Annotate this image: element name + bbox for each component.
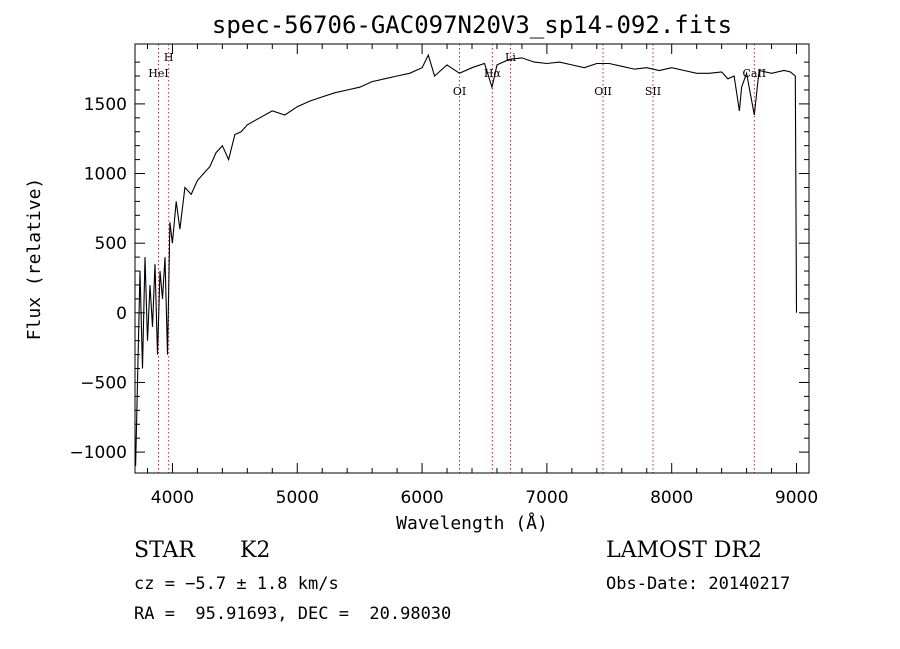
observation-date: Obs-Date: 20140217 xyxy=(606,574,791,594)
redshift-cz: cz = −5.7 ± 1.8 km/s xyxy=(134,574,339,594)
chart-title: spec-56706-GAC097N20V3_sp14-092.fits xyxy=(212,11,732,39)
y-axis-label: Flux (relative) xyxy=(24,178,45,341)
x-tick-label: 9000 xyxy=(775,488,818,508)
x-tick-label: 4000 xyxy=(151,488,194,508)
spectral-line-label: Li xyxy=(505,51,516,64)
y-tick-label: −500 xyxy=(80,373,127,393)
spectrum-line xyxy=(135,53,798,467)
object-type: STAR xyxy=(134,538,195,563)
x-tick-label: 6000 xyxy=(400,488,443,508)
axis-ticks: 4000 5000 6000 7000 8000 9000 −1000 −500 0 500 100… xyxy=(69,44,818,508)
spectral-line-label: HeI xyxy=(148,67,168,80)
axes-frame xyxy=(134,43,810,474)
x-tick-label: 7000 xyxy=(525,488,568,508)
y-tick-label: −1000 xyxy=(69,443,127,463)
x-tick-label: 8000 xyxy=(650,488,693,508)
survey-name: LAMOST DR2 xyxy=(606,538,762,563)
y-tick-label: 1500 xyxy=(84,95,127,115)
spectral-line-label: OI xyxy=(453,85,466,98)
spectral-line-label: OII xyxy=(594,85,612,98)
spectral-line-label: SII xyxy=(645,85,661,98)
x-axis-label: Wavelength (Å) xyxy=(396,512,548,534)
ra-dec-coordinates: RA = 95.91693, DEC = 20.98030 xyxy=(134,604,452,624)
object-subclass: K2 xyxy=(240,538,271,563)
y-tick-label: 1000 xyxy=(84,165,127,185)
x-tick-label: 5000 xyxy=(276,488,319,508)
y-tick-label: 500 xyxy=(95,234,127,254)
y-tick-label: 0 xyxy=(116,304,127,324)
spectral-line-label: H xyxy=(164,51,174,64)
